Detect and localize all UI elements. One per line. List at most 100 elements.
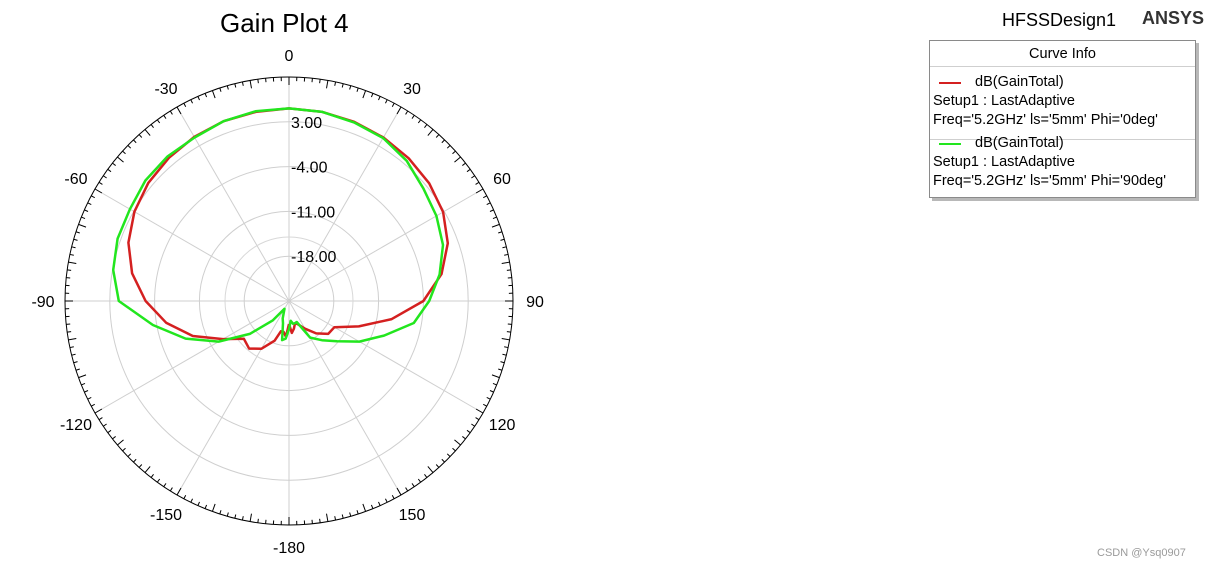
legend-entry-setup: Setup1 : LastAdaptive [933, 93, 1075, 109]
degree-tick [226, 85, 229, 90]
degree-tick [446, 145, 451, 149]
degree-tick [417, 119, 422, 124]
angle-tick-label: -60 [64, 171, 87, 188]
legend-entry-name: dB(GainTotal) [975, 135, 1064, 151]
angle-tick-label: -180 [273, 540, 305, 557]
degree-tick [163, 115, 167, 119]
degree-tick [94, 408, 103, 414]
degree-tick [183, 102, 187, 107]
degree-tick [405, 487, 409, 492]
degree-tick [81, 382, 86, 386]
spoke-line [288, 300, 484, 414]
degree-tick [334, 81, 337, 86]
degree-tick [384, 498, 388, 503]
degree-tick [75, 231, 80, 234]
degree-tick [249, 80, 252, 89]
degree-tick [411, 115, 415, 119]
degree-tick [475, 188, 484, 194]
degree-tick [405, 110, 409, 115]
degree-tick [471, 175, 475, 179]
legend-entry-params: Freq='5.2GHz' ls='5mm' Phi='0deg' [933, 112, 1158, 128]
degree-tick [475, 417, 480, 421]
degree-tick [81, 216, 86, 220]
angle-tick-label: 120 [489, 417, 516, 434]
degree-tick [471, 423, 475, 427]
degree-tick [475, 408, 484, 414]
degree-tick [498, 368, 503, 371]
degree-tick [103, 423, 107, 427]
degree-tick [98, 417, 103, 421]
degree-tick [73, 361, 78, 364]
degree-tick [319, 518, 321, 523]
degree-tick [90, 195, 95, 199]
degree-tick [326, 80, 329, 89]
polar-plot: 0 30 60 90 120 150 -180 -150 -120 -90 -60 -30 3.00 -4… [31, 48, 544, 557]
degree-tick [169, 487, 173, 492]
degree-tick [334, 516, 337, 521]
degree-tick [435, 464, 440, 468]
degree-tick [127, 145, 132, 149]
degree-tick [489, 390, 494, 393]
degree-tick [486, 396, 491, 400]
legend-header: Curve Info [930, 41, 1195, 67]
radial-tick-label: -4.00 [291, 160, 328, 177]
degree-tick [204, 93, 208, 98]
degree-tick [349, 512, 352, 517]
degree-tick [197, 96, 200, 101]
degree-tick [370, 93, 374, 98]
spoke-line [176, 300, 290, 496]
degree-tick [87, 396, 92, 400]
degree-tick [391, 495, 395, 500]
degree-tick [492, 382, 497, 386]
degree-tick [69, 346, 74, 349]
degree-tick [491, 223, 500, 228]
degree-tick [452, 447, 456, 452]
radial-grid-circle [224, 236, 354, 366]
degree-tick [378, 501, 381, 506]
degree-tick [370, 504, 374, 509]
degree-tick [424, 124, 428, 128]
degree-tick [502, 246, 507, 249]
angle-tick-label: -30 [154, 81, 177, 98]
degree-tick [462, 162, 466, 166]
degree-tick [257, 79, 259, 84]
degree-tick [466, 168, 471, 173]
degree-tick [492, 216, 497, 220]
degree-tick [71, 353, 76, 356]
legend-entry-phi-0[interactable]: dB(GainTotal) Setup1 : LastAdaptive Freq… [930, 73, 1195, 130]
degree-tick [378, 96, 381, 101]
degree-tick [506, 269, 511, 271]
series-layer [111, 107, 450, 350]
degree-tick [427, 466, 434, 473]
degree-tick [257, 518, 259, 523]
angle-tick-label: -120 [60, 417, 92, 434]
degree-tick [68, 261, 77, 264]
curve-info-legend[interactable]: Curve Info dB(GainTotal) Setup1 : LastAd… [929, 40, 1196, 198]
spoke-line [288, 188, 484, 302]
degree-tick [234, 514, 237, 519]
degree-tick [67, 331, 72, 333]
degree-tick [84, 209, 89, 212]
degree-tick [411, 483, 415, 487]
spoke-line [288, 106, 402, 302]
degree-tick [176, 106, 182, 115]
degree-tick [90, 403, 95, 407]
degree-tick [156, 119, 161, 124]
degree-tick [504, 253, 509, 256]
polar-grid [64, 76, 514, 526]
degree-tick [500, 361, 505, 364]
degree-tick [78, 223, 87, 228]
degree-tick [362, 90, 367, 99]
degree-tick [241, 516, 244, 521]
legend-entry-phi-90[interactable]: dB(GainTotal) Setup1 : LastAdaptive Freq… [930, 134, 1195, 191]
degree-tick [483, 195, 488, 199]
degree-tick [211, 90, 216, 99]
degree-tick [483, 403, 488, 407]
degree-tick [241, 81, 244, 86]
green-swatch [939, 143, 961, 145]
degree-tick [234, 83, 237, 88]
degree-tick [211, 503, 216, 512]
degree-tick [84, 390, 89, 393]
degree-tick [319, 79, 321, 84]
degree-tick [127, 453, 132, 457]
